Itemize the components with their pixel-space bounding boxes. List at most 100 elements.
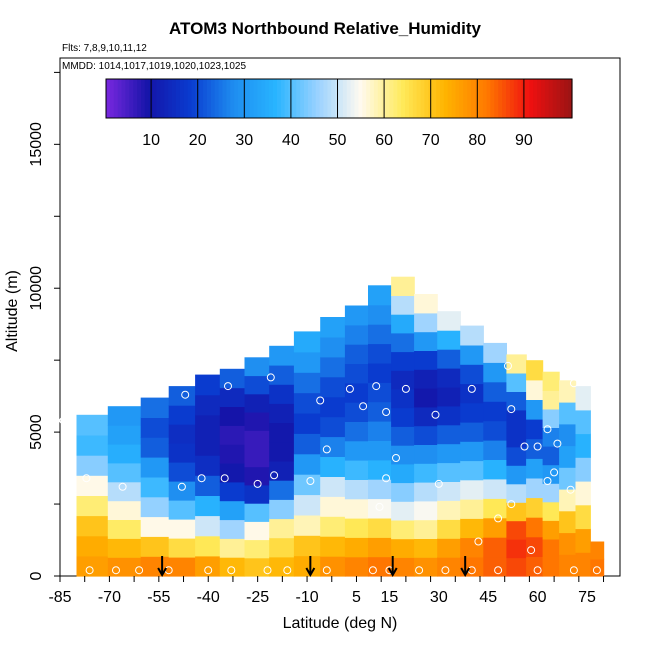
colorbar-segment (125, 79, 130, 118)
heatmap-cell (559, 380, 577, 403)
colorbar-segment (482, 79, 488, 118)
sample-point (507, 405, 516, 414)
heatmap-cell (344, 479, 369, 500)
x-tick-label: 75 (578, 589, 596, 606)
heatmap-cell (293, 474, 321, 496)
heatmap-cell (140, 516, 170, 537)
colorbar-segment (533, 79, 538, 118)
colorbar-segment (323, 79, 328, 118)
heatmap-cell (320, 556, 346, 577)
colorbar-segment (300, 79, 305, 118)
heatmap-cell (506, 446, 527, 466)
sample-point (59, 416, 68, 425)
heatmap-cell (460, 518, 484, 539)
colorbar-tick-label: 80 (468, 132, 486, 149)
heatmap-cell (269, 537, 295, 558)
sample-point (569, 566, 578, 575)
colorbar-tick-label: 60 (375, 132, 393, 149)
heatmap-cell (506, 372, 527, 392)
colorbar-segment (261, 79, 266, 118)
heatmap-cell (168, 462, 196, 482)
heatmap-cell (293, 372, 321, 394)
heatmap-cell (526, 517, 544, 538)
colorbar-segment (280, 79, 286, 118)
heatmap-cell (437, 368, 461, 388)
x-tick-label: -40 (197, 589, 220, 606)
heatmap-cell (293, 555, 321, 577)
colorbar-segment (478, 79, 484, 118)
colorbar-segment (121, 79, 126, 118)
heatmap-cell (506, 354, 527, 374)
sample-point (220, 474, 229, 483)
colorbar-segment (245, 79, 251, 118)
heatmap-cell (320, 376, 346, 398)
x-tick-label: 15 (381, 589, 399, 606)
heatmap-cell (391, 557, 415, 577)
heatmap-cell (244, 357, 270, 377)
heatmap-layer (76, 276, 605, 577)
heatmap-cell (460, 402, 484, 423)
heatmap-cell (269, 403, 295, 424)
x-tick-label: -10 (295, 589, 318, 606)
colorbar-segment (238, 79, 243, 118)
y-tick-label: 5000 (28, 414, 45, 450)
colorbar-segment (183, 79, 189, 118)
sample-point (415, 566, 424, 575)
colorbar-segment (529, 79, 534, 118)
heatmap-cell (195, 495, 221, 517)
heatmap-cell (526, 399, 544, 420)
heatmap-cell (559, 445, 577, 468)
colorbar-segment (106, 79, 111, 118)
colorbar-frame (105, 78, 573, 119)
colorbar-tick-label: 90 (515, 132, 533, 149)
heatmap-cell (542, 557, 560, 577)
heatmap-cell (244, 430, 270, 449)
colorbar-segment (432, 79, 437, 118)
heatmap-cell (368, 362, 392, 383)
colorbar-segment (568, 79, 573, 118)
colorbar-segment (494, 79, 499, 118)
sample-point (345, 384, 354, 393)
colorbar-segment (253, 79, 259, 118)
heatmap-cell (368, 401, 392, 422)
colorbar-segment (292, 79, 297, 118)
colorbar-segment (140, 79, 146, 118)
colorbar-segment (218, 79, 224, 118)
sample-point (316, 396, 325, 405)
colorbar-segment (109, 79, 115, 118)
heatmap-cell (320, 317, 346, 338)
colorbar-segment (377, 79, 383, 118)
heatmap-cell (293, 392, 321, 414)
sample-point (550, 468, 559, 477)
colorbar-segment (490, 79, 495, 118)
colorbar-segment (257, 79, 262, 118)
heatmap-cell (293, 351, 321, 373)
sample-point (204, 566, 213, 575)
heatmap-cell (575, 504, 591, 530)
colorbar-segment (424, 79, 429, 118)
heatmap-cell (219, 444, 246, 464)
heatmap-cell (140, 556, 170, 577)
heatmap-cell (414, 388, 438, 408)
heatmap-cell (542, 371, 560, 391)
heatmap-cell (391, 426, 415, 446)
heatmap-cell (195, 414, 221, 436)
heatmap-cell (244, 448, 270, 468)
heatmap-cell (526, 360, 544, 381)
colorbar-segment (222, 79, 227, 118)
heatmap-cell (269, 518, 295, 539)
sample-point (592, 566, 601, 575)
sample-point (322, 445, 331, 454)
heatmap-cell (195, 515, 221, 537)
colorbar-segment (210, 79, 216, 118)
sample-point (494, 514, 503, 523)
heatmap-cell (483, 420, 507, 441)
heatmap-cell (506, 539, 527, 559)
heatmap-cell (437, 443, 461, 464)
colorbar-segment (350, 79, 356, 118)
x-tick-label: -70 (98, 589, 121, 606)
sample-point (82, 474, 91, 483)
colorbar-segment (389, 79, 394, 118)
heatmap-cell (320, 456, 346, 477)
heatmap-cell (526, 379, 544, 400)
